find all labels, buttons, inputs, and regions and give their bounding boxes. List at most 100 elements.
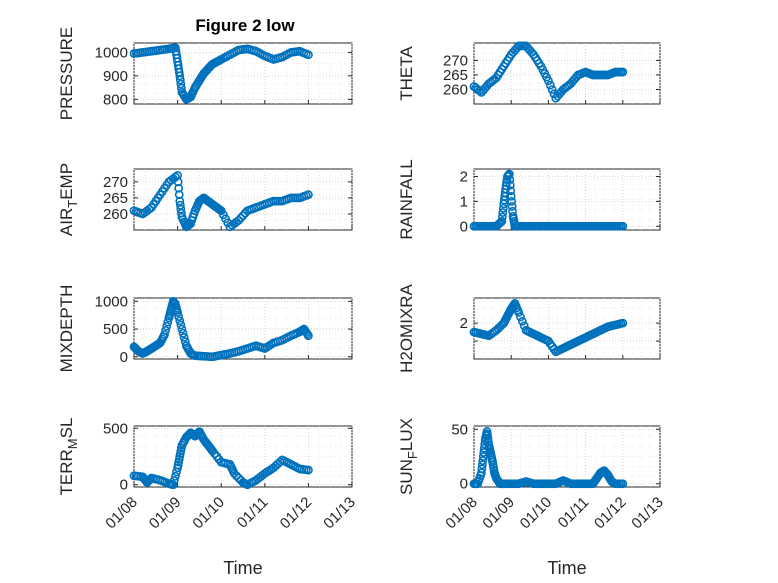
subplot-mixdepth: 0 500 1000 MIXDEPTH xyxy=(57,285,353,373)
sunflux-xlabel: Time xyxy=(547,558,586,578)
sunflux-xtick-label: 01/12 xyxy=(591,494,630,533)
terrmsl-ylabel-sub: M xyxy=(65,438,80,449)
sunflux-series xyxy=(469,427,628,489)
sunflux-ytick-label: 0 xyxy=(460,476,468,493)
theta-ytick-label: 270 xyxy=(443,52,468,69)
mixdepth-point xyxy=(174,312,184,321)
rainfall-point xyxy=(498,208,508,217)
rainfall-ytick-label: 1 xyxy=(460,193,468,210)
airtemp-series xyxy=(129,171,313,232)
pressure-ylabel: PRESSURE xyxy=(57,27,76,121)
sunflux-xtick-label: 01/13 xyxy=(628,494,667,533)
mixdepth-point xyxy=(175,316,185,326)
airtemp-ylabel-part: AIR xyxy=(57,208,76,236)
airtemp-point xyxy=(175,200,185,210)
rainfall-point xyxy=(504,169,514,179)
h2omixra-ytick-label: 2 xyxy=(460,315,468,332)
theta-point xyxy=(618,67,628,77)
rainfall-point xyxy=(501,181,511,191)
sunflux-ylabel-sub: F xyxy=(405,451,420,459)
mixdepth-point xyxy=(173,308,182,317)
sunflux-point xyxy=(478,456,488,465)
airtemp-point xyxy=(175,196,185,206)
pressure-point xyxy=(177,83,186,93)
sunflux-xtick-label: 01/10 xyxy=(517,494,556,533)
airtemp-ylabel: AIRTEMP xyxy=(57,163,80,236)
terrmsl-xlabel: Time xyxy=(223,558,262,578)
rainfall-ylabel: RAINFALL xyxy=(397,159,416,239)
terrmsl-ylabel-part: SL xyxy=(57,418,76,439)
mixdepth-ytick-label: 500 xyxy=(103,321,128,338)
mixdepth-ylabel: MIXDEPTH xyxy=(57,285,76,373)
subplot-pressure: 800 900 1000 PRESSURE xyxy=(57,27,353,121)
figure-title: Figure 2 low xyxy=(195,16,295,35)
terrmsl-point xyxy=(169,476,179,485)
terrmsl-point xyxy=(234,473,244,483)
mixdepth-point xyxy=(179,332,189,342)
theta-ylabel: THETA xyxy=(397,46,416,101)
terrmsl-point xyxy=(171,471,180,481)
terrmsl-ytick-label: 500 xyxy=(103,420,128,437)
sunflux-point xyxy=(618,479,628,489)
rainfall-point xyxy=(507,201,517,211)
rainfall-point xyxy=(618,221,628,231)
terrmsl-xtick-label: 01/13 xyxy=(320,494,359,533)
sunflux-point xyxy=(477,464,487,474)
airtemp-point xyxy=(234,215,244,225)
terrmsl-point xyxy=(168,480,178,490)
mixdepth-ytick-label: 1000 xyxy=(95,293,128,310)
h2omixra-series xyxy=(469,298,628,357)
theta-ytick-label: 265 xyxy=(443,67,468,84)
terrmsl-xtick-label: 01/10 xyxy=(189,494,228,533)
airtemp-point xyxy=(303,190,313,200)
rainfall-ytick-label: 0 xyxy=(460,218,468,235)
h2omixra-point xyxy=(516,312,525,322)
theta-point xyxy=(547,85,557,94)
mixdepth-point xyxy=(162,321,172,331)
terrmsl-point xyxy=(232,471,241,481)
h2omixra-ylabel: H2OMIXRA xyxy=(397,283,416,372)
airtemp-point xyxy=(144,204,154,214)
airtemp-ytick-label: 265 xyxy=(103,190,128,207)
sunflux-ytick-label: 50 xyxy=(451,421,468,438)
airtemp-ytick-label: 260 xyxy=(103,206,128,223)
pressure-ytick-label: 1000 xyxy=(95,44,128,61)
rainfall-point xyxy=(498,203,508,213)
mixdepth-point xyxy=(160,330,169,339)
theta-point xyxy=(544,76,553,86)
h2omixra-point xyxy=(517,316,527,326)
airtemp-ytick-label: 270 xyxy=(103,174,128,191)
theta-point xyxy=(545,80,555,90)
terrmsl-xtick-label: 01/09 xyxy=(146,494,185,533)
rainfall-point xyxy=(497,212,507,222)
subplot-h2omixra: 2 H2OMIXRA xyxy=(397,283,661,373)
mixdepth-point xyxy=(176,320,186,330)
mixdepth-ytick-label: 0 xyxy=(120,349,128,366)
h2omixra-point xyxy=(618,318,628,328)
pressure-point xyxy=(175,71,185,81)
mixdepth-point xyxy=(303,331,313,341)
terrmsl-ylabel: TERRMSL xyxy=(57,418,80,496)
terrmsl-xtick-label: 01/12 xyxy=(277,494,316,533)
airtemp-ylabel-part: EMP xyxy=(57,163,76,200)
theta-ytick-label: 260 xyxy=(443,81,468,98)
airtemp-point xyxy=(238,211,248,220)
mixdepth-point xyxy=(178,328,188,338)
terrmsl-xtick-label: 01/11 xyxy=(234,494,272,532)
airtemp-ylabel-sub: T xyxy=(65,200,80,208)
terrmsl-point xyxy=(229,469,239,478)
pressure-ytick-label: 900 xyxy=(103,68,128,85)
rainfall-point xyxy=(497,216,507,226)
pressure-point xyxy=(303,50,313,60)
sunflux-point xyxy=(477,460,487,470)
terrmsl-ytick-label: 0 xyxy=(120,477,128,494)
terrmsl-point xyxy=(303,465,313,475)
sunflux-point xyxy=(478,452,488,461)
rainfall-ytick-label: 2 xyxy=(460,168,468,185)
subplot-terrmsl: 0 500 01/08 01/09 01/10 01/11 01/12 01/13 Time TE… xyxy=(57,418,359,578)
terrmsl-xtick-label: 01/08 xyxy=(102,494,141,533)
mixdepth-point xyxy=(177,324,187,334)
